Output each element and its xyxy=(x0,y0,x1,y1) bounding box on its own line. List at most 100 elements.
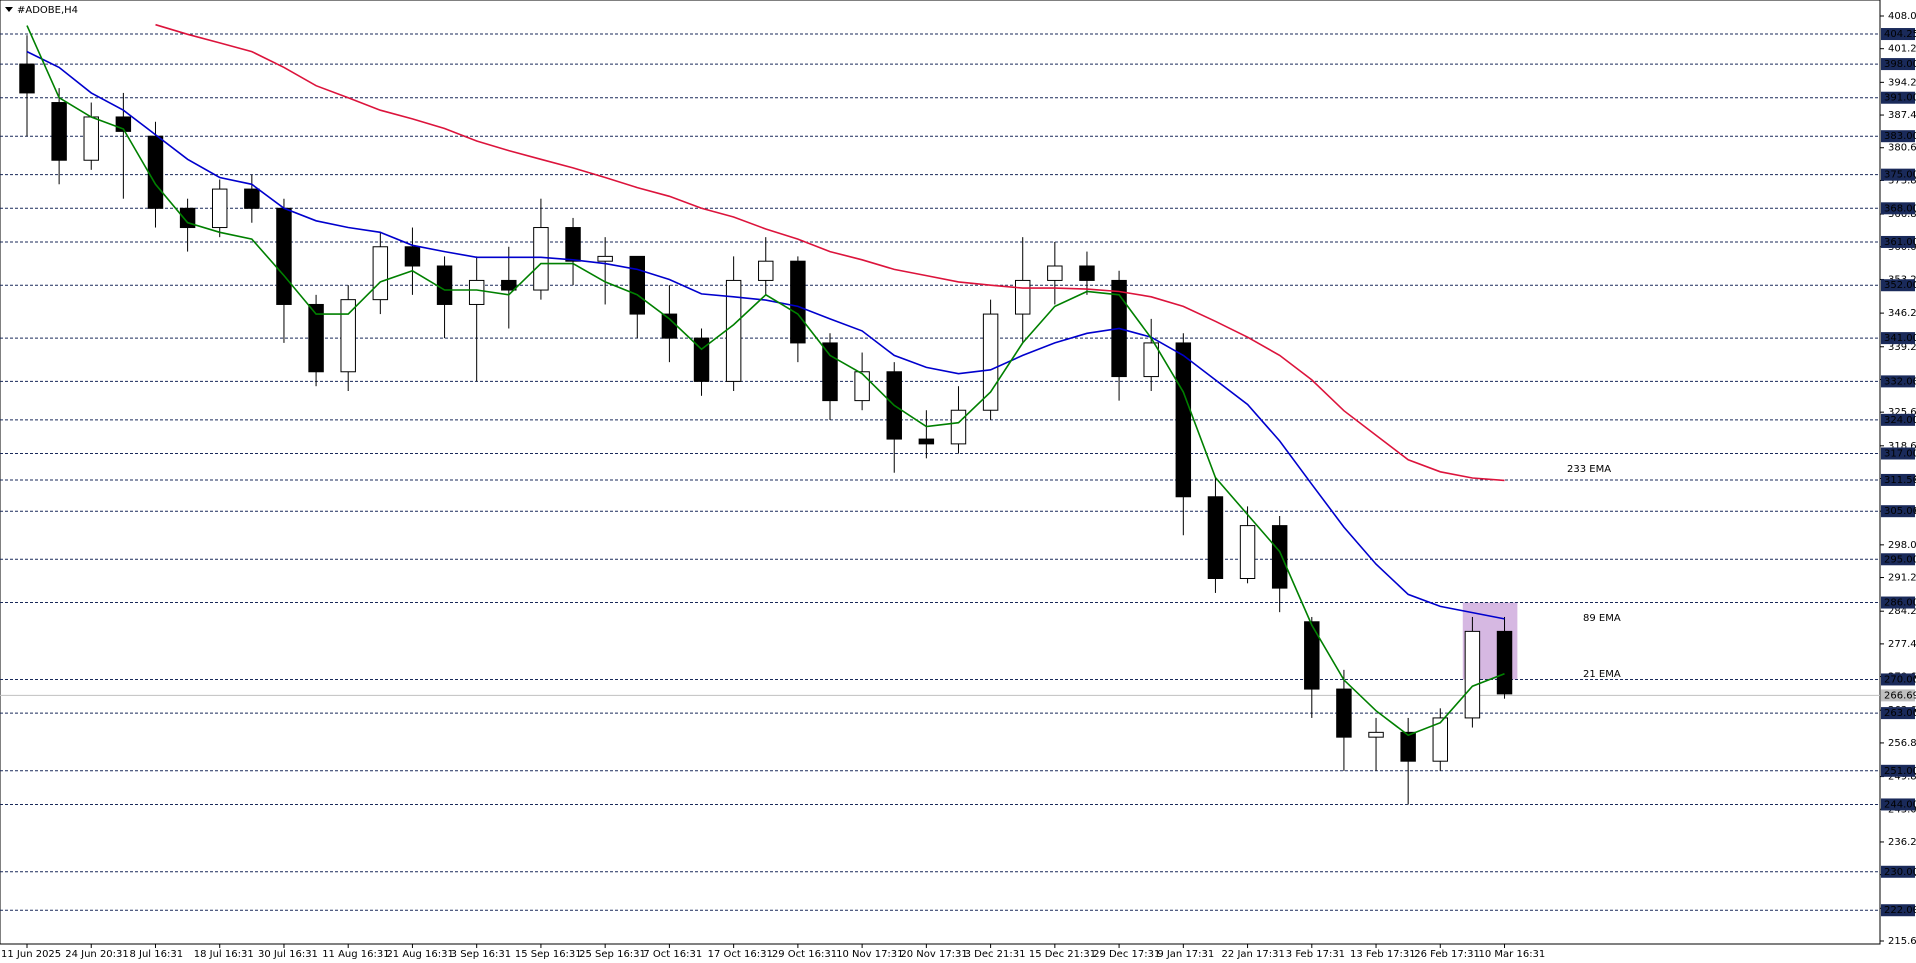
y-tick-label: 339.20 xyxy=(1888,342,1916,353)
x-tick-label: 18 Jul 16:31 xyxy=(194,949,254,960)
x-tick-label: 15 Sep 16:31 xyxy=(515,949,582,960)
level-tag xyxy=(1881,28,1915,41)
candle-body xyxy=(854,371,870,402)
ema-label: 89 EMA xyxy=(1583,613,1621,624)
y-tick-label: 380.60 xyxy=(1888,143,1916,154)
y-tick-label: 387.40 xyxy=(1888,110,1916,121)
candle-body xyxy=(1239,525,1256,579)
x-tick-label: 3 Dec 21:31 xyxy=(965,949,1026,960)
y-tick-label: 366.80 xyxy=(1888,209,1916,220)
candle-body xyxy=(1207,496,1224,579)
x-tick-label: 20 Nov 17:31 xyxy=(900,949,967,960)
candle-body xyxy=(1336,688,1352,738)
candle-body xyxy=(1079,265,1095,281)
y-tick-label: 249.80 xyxy=(1888,772,1916,783)
x-tick-label: 3 Sep 16:31 xyxy=(451,949,511,960)
x-tick-label: 13 Feb 17:31 xyxy=(1350,949,1416,960)
level-tag-label: 263.00 xyxy=(1884,708,1916,719)
level-tag-label: 398.00 xyxy=(1884,59,1916,70)
x-tick-label: 25 Sep 16:31 xyxy=(579,949,646,960)
level-tag xyxy=(1881,505,1915,518)
x-tick-label: 10 Mar 16:31 xyxy=(1479,949,1546,960)
candle-body xyxy=(565,227,581,262)
level-tag-label: 230.00 xyxy=(1884,867,1916,878)
level-tag xyxy=(1881,904,1915,917)
y-tick-label: 325.60 xyxy=(1888,407,1916,418)
candle-body xyxy=(340,299,356,373)
ema-label: 21 EMA xyxy=(1583,669,1621,680)
level-tag xyxy=(1881,375,1915,388)
y-tick-label: 215.60 xyxy=(1888,936,1916,947)
candle-body xyxy=(276,207,292,305)
candle-body xyxy=(468,279,485,305)
level-tag xyxy=(1881,707,1915,720)
candle-body xyxy=(950,409,967,445)
x-tick-label: 29 Oct 16:31 xyxy=(772,949,837,960)
candle-body xyxy=(436,265,453,305)
level-tag-label: 295.00 xyxy=(1884,554,1916,565)
ema-line xyxy=(155,23,1505,482)
x-tick-label: 22 Jan 17:31 xyxy=(1222,949,1285,960)
y-tick-label: 236.20 xyxy=(1888,837,1916,848)
y-tick-label: 284.20 xyxy=(1888,606,1916,617)
ema-line xyxy=(26,50,1505,620)
candle-body xyxy=(790,260,806,344)
level-tag xyxy=(1881,202,1915,215)
level-tag-label: 324.00 xyxy=(1884,415,1916,426)
level-tag xyxy=(1881,413,1915,426)
x-tick-label: 11 Jun 2025 xyxy=(1,949,61,960)
x-tick-label: 9 Jan 17:31 xyxy=(1157,949,1214,960)
chart-title: #ADOBE,H4 xyxy=(17,5,78,16)
y-tick-label: 401.20 xyxy=(1888,44,1916,55)
candle-body xyxy=(211,188,228,229)
candle-body xyxy=(19,63,35,94)
candle-body xyxy=(1014,279,1031,315)
level-tag-label: 286.00 xyxy=(1884,598,1916,609)
x-tick-label: 11 Aug 16:31 xyxy=(322,949,389,960)
ema-line xyxy=(26,25,1505,737)
ema-label: 233 EMA xyxy=(1567,464,1611,475)
level-tag-label: 361.00 xyxy=(1884,237,1916,248)
level-tag xyxy=(1881,447,1915,460)
level-tag xyxy=(1881,130,1915,143)
candle-body xyxy=(1368,731,1384,738)
candle-body xyxy=(244,188,260,209)
candle-body xyxy=(661,313,678,339)
candle-body xyxy=(51,102,67,161)
y-tick-label: 291.20 xyxy=(1888,573,1916,584)
candle-body xyxy=(501,279,517,291)
x-tick-label: 8 Jul 16:31 xyxy=(129,949,183,960)
x-tick-label: 30 Jul 16:31 xyxy=(258,949,318,960)
level-tag-label: 368.00 xyxy=(1884,203,1916,214)
level-tag-label: 311.50 xyxy=(1884,475,1916,486)
x-tick-label: 21 Aug 16:31 xyxy=(386,949,453,960)
x-tick-label: 29 Dec 17:31 xyxy=(1093,949,1160,960)
level-tag-label: 352.00 xyxy=(1884,280,1916,291)
level-tag-label: 270.00 xyxy=(1884,674,1916,685)
menu-arrow[interactable] xyxy=(5,7,13,12)
candle-body xyxy=(83,116,99,161)
level-tag-label: 383.00 xyxy=(1884,131,1916,142)
candle-body xyxy=(179,207,196,229)
level-tag-label: 332.00 xyxy=(1884,376,1916,387)
level-tag xyxy=(1881,58,1915,71)
level-tag-label: 251.00 xyxy=(1884,766,1916,777)
candle-body xyxy=(693,337,710,382)
candle-body xyxy=(1047,265,1063,281)
candle-body xyxy=(1432,717,1449,762)
candle-body xyxy=(533,227,549,291)
level-tag xyxy=(1881,764,1915,777)
y-tick-label: 277.40 xyxy=(1888,639,1916,650)
level-tag-label: 391.00 xyxy=(1884,93,1916,104)
level-tag xyxy=(1881,91,1915,104)
y-tick-label: 298.00 xyxy=(1888,540,1916,551)
current-price-label: 266.69 xyxy=(1884,690,1916,701)
level-tag-label: 305.00 xyxy=(1884,506,1916,517)
candle-body xyxy=(1304,621,1320,690)
candle-body xyxy=(1143,342,1159,378)
x-tick-label: 10 Nov 17:31 xyxy=(836,949,903,960)
level-tag-label: 317.00 xyxy=(1884,449,1916,460)
x-tick-label: 3 Feb 17:31 xyxy=(1286,949,1345,960)
candle-body xyxy=(372,246,389,301)
